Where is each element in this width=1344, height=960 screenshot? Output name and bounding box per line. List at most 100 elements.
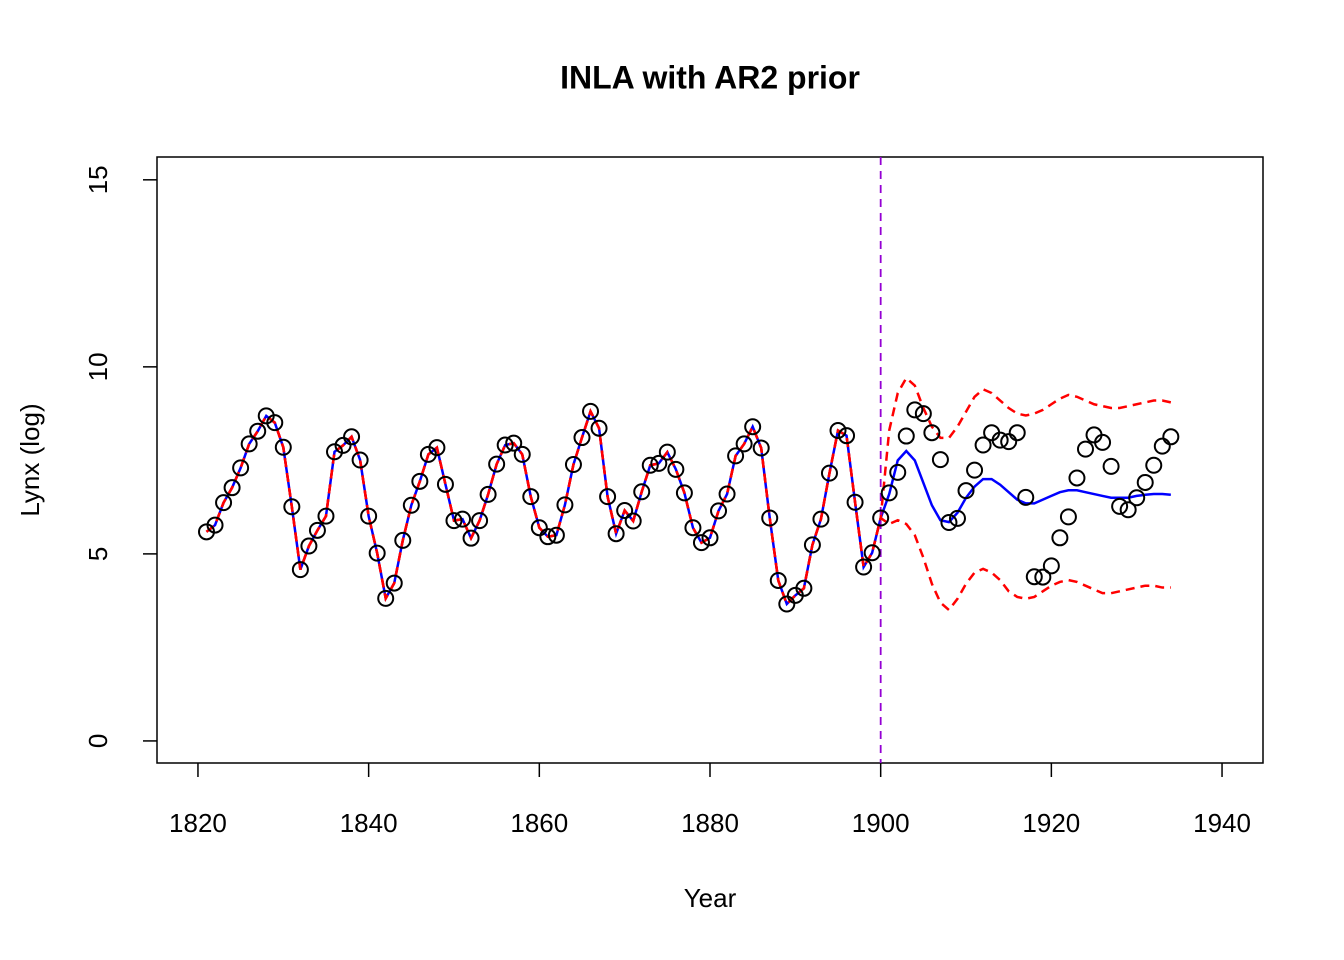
data-point xyxy=(1128,489,1146,507)
data-point xyxy=(744,418,762,436)
data-point xyxy=(1008,424,1026,442)
data-point xyxy=(991,431,1009,449)
data-point xyxy=(906,401,924,419)
data-point xyxy=(735,435,753,453)
data-point xyxy=(710,502,728,520)
x-tick-label: 1940 xyxy=(1193,808,1251,838)
data-point xyxy=(266,414,284,432)
data-point xyxy=(761,509,779,527)
data-point xyxy=(812,510,830,528)
data-point xyxy=(402,496,420,514)
data-point xyxy=(607,525,625,543)
data-point xyxy=(803,536,821,554)
data-point xyxy=(1111,497,1129,515)
data-point xyxy=(1059,508,1077,526)
data-point xyxy=(368,544,386,562)
data-point xyxy=(1042,557,1060,575)
x-axis-label: Year xyxy=(684,883,737,913)
data-point xyxy=(343,428,361,446)
data-point xyxy=(855,558,873,576)
y-tick-label: 5 xyxy=(83,547,113,561)
data-point xyxy=(505,434,523,452)
chart-title: INLA with AR2 prior xyxy=(560,59,860,95)
data-point xyxy=(445,512,463,530)
data-point xyxy=(966,461,984,479)
x-tick-label: 1900 xyxy=(852,808,910,838)
y-tick-label: 10 xyxy=(83,352,113,381)
data-point xyxy=(880,484,898,502)
data-point xyxy=(684,519,702,537)
data-point xyxy=(232,459,250,477)
data-point xyxy=(1102,457,1120,475)
data-point xyxy=(624,512,642,530)
data-point xyxy=(1000,433,1018,451)
data-point xyxy=(667,460,685,478)
data-point xyxy=(616,502,634,519)
data-point xyxy=(300,537,318,555)
data-point xyxy=(240,435,258,453)
data-point xyxy=(436,475,454,493)
data-point xyxy=(513,445,531,463)
data-point xyxy=(658,443,676,461)
data-point xyxy=(897,427,915,445)
data-point xyxy=(957,482,975,500)
x-tick-label: 1820 xyxy=(169,808,227,838)
data-point xyxy=(1136,473,1154,491)
x-tick-label: 1880 xyxy=(681,808,739,838)
data-point xyxy=(846,493,864,511)
y-tick-label: 15 xyxy=(83,165,113,194)
data-point xyxy=(838,427,856,445)
data-point xyxy=(249,422,267,440)
data-point xyxy=(582,402,600,420)
plot-frame xyxy=(156,156,1264,764)
data-point xyxy=(1076,440,1094,458)
data-point xyxy=(564,455,582,473)
data-point xyxy=(1094,433,1112,451)
data-point xyxy=(556,496,574,514)
data-point xyxy=(872,509,890,527)
data-point xyxy=(940,513,958,531)
data-point xyxy=(1068,469,1086,487)
x-tick-label: 1860 xyxy=(510,808,568,838)
data-point xyxy=(974,436,992,454)
data-point xyxy=(547,526,565,544)
data-point xyxy=(641,456,659,474)
data-point xyxy=(675,484,693,502)
x-tick-label: 1840 xyxy=(340,808,398,838)
data-point xyxy=(471,512,489,530)
data-point xyxy=(360,507,378,525)
data-point xyxy=(530,519,548,537)
data-point xyxy=(385,574,403,592)
data-point xyxy=(223,479,241,497)
data-point xyxy=(769,571,787,589)
data-point xyxy=(633,483,651,501)
y-axis-label: Lynx (log) xyxy=(15,403,45,516)
data-point xyxy=(351,451,369,469)
data-point xyxy=(718,485,736,503)
data-point xyxy=(590,419,608,437)
data-point xyxy=(889,463,907,481)
series-line xyxy=(205,376,1172,607)
data-point xyxy=(1162,428,1180,446)
data-point xyxy=(496,436,514,454)
data-point xyxy=(1153,437,1171,455)
data-point xyxy=(326,443,344,461)
data-point xyxy=(829,421,847,439)
data-point xyxy=(206,516,224,534)
data-point xyxy=(317,507,335,525)
data-point xyxy=(428,439,446,457)
data-point xyxy=(1051,529,1069,547)
data-point xyxy=(599,488,617,506)
data-point xyxy=(291,561,309,579)
data-point xyxy=(488,455,506,473)
data-point xyxy=(1034,568,1052,586)
x-tick-label: 1920 xyxy=(1022,808,1080,838)
data-point xyxy=(334,436,352,454)
data-point xyxy=(573,429,591,447)
data-point xyxy=(948,509,966,527)
data-point xyxy=(539,528,557,546)
data-point xyxy=(522,488,540,506)
data-point xyxy=(1017,488,1035,506)
data-point xyxy=(1119,501,1137,519)
